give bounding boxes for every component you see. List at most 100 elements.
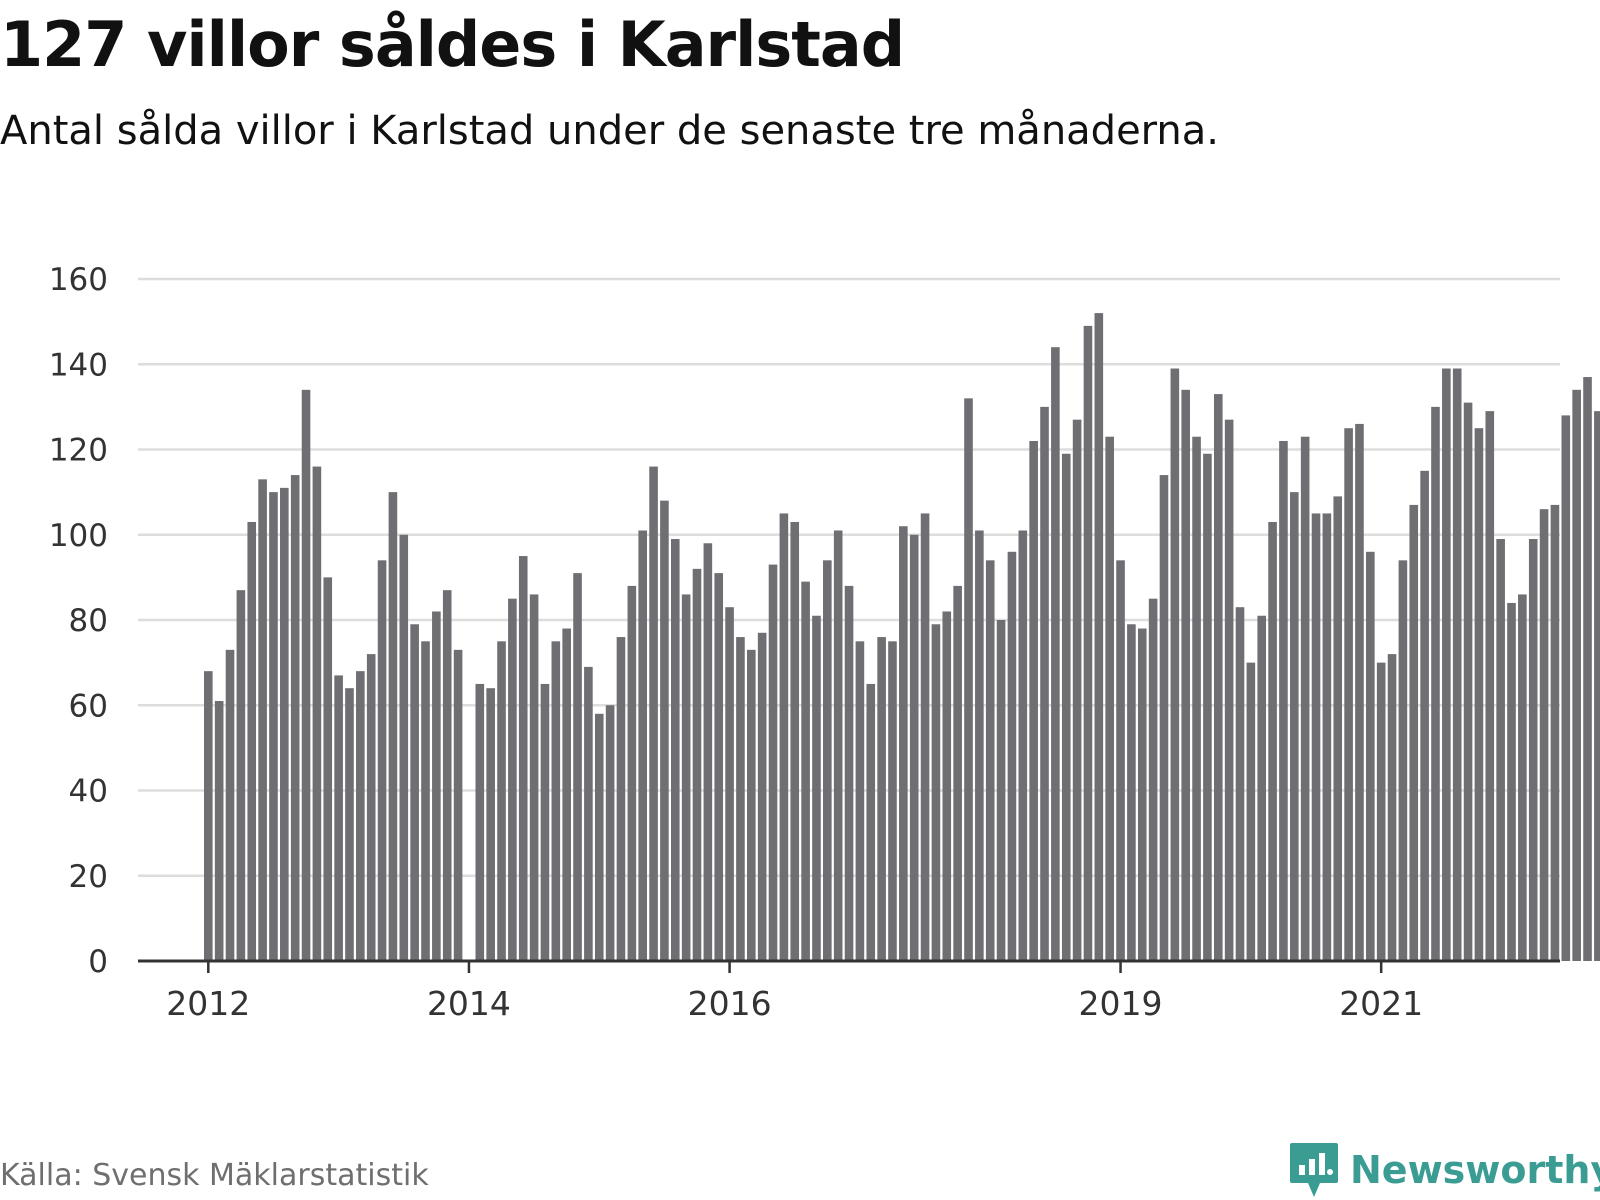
bar [594,713,604,961]
bar [410,624,419,961]
bar [312,466,322,961]
bar [1007,551,1017,961]
bar [453,649,463,961]
bar [366,654,376,961]
bar [1322,513,1332,961]
bar [1192,436,1201,961]
bar [269,492,278,961]
bar [736,637,745,961]
bar [1148,598,1158,961]
bar [280,487,289,961]
y-tick-label: 80 [69,603,108,639]
bar [1159,475,1169,961]
source-note: Källa: Svensk Mäklarstatistik [0,1158,429,1193]
y-tick-label: 100 [49,518,108,554]
bar [497,641,506,961]
bar [1507,602,1516,961]
bar [899,526,908,961]
bar [1583,377,1592,962]
y-tick-label: 20 [69,859,108,895]
bar [214,700,224,961]
y-tick-label: 0 [88,944,108,980]
bar [812,615,821,961]
bar [1029,440,1038,962]
bar [486,688,495,961]
bar [432,611,441,961]
bar [1387,654,1397,961]
bar [1463,402,1473,961]
bar [1072,419,1082,962]
bar [388,492,398,961]
bar [258,479,267,961]
bar [1061,453,1071,961]
bar [670,539,680,961]
bar [692,568,702,961]
bar [1116,560,1125,961]
bar [985,560,995,961]
bar [920,513,930,961]
bar [1257,615,1267,961]
bar [1398,560,1408,961]
bar [681,594,691,961]
bar [1333,496,1343,961]
y-tick-label: 60 [69,688,108,724]
bar [1431,406,1440,961]
bar [1224,419,1234,962]
bar [529,594,539,961]
bar [345,688,354,961]
bar [1040,406,1049,961]
y-tick-label: 40 [69,774,108,810]
bar [975,530,984,961]
bar [1083,325,1093,961]
bar [844,585,854,961]
bar [1409,504,1419,961]
bar [725,607,734,961]
bar [888,641,897,961]
bar [877,637,886,961]
bar [1311,513,1321,961]
bar [768,564,778,961]
bar [1170,368,1180,961]
bar [964,398,973,962]
bars [204,313,1600,962]
bar [627,585,637,961]
bar [649,466,658,961]
x-tick-label: 2016 [688,984,772,1023]
bar [833,530,843,961]
x-axis: 201220142016201920212023 [138,959,1600,1023]
y-tick-label: 160 [49,262,108,298]
bar [551,641,561,961]
bar [1181,389,1190,961]
bar [247,521,257,961]
bar [1518,594,1527,961]
x-tick-label: 2019 [1079,984,1163,1023]
bar [1051,347,1060,961]
bar [1594,411,1600,961]
bar [605,705,615,961]
x-tick-label: 2021 [1339,984,1423,1023]
bar [290,475,300,961]
bar [1105,436,1114,961]
bar [399,534,409,961]
bar [301,389,311,961]
bar [421,641,430,961]
bar [638,530,647,961]
bar [1485,411,1495,961]
bar [204,671,213,961]
bar [1572,389,1581,961]
bar [573,573,582,961]
bar [1474,428,1484,961]
bar [855,641,865,961]
bar [1344,428,1353,961]
bar [1452,368,1462,961]
newsworthy-logo-icon [1290,1143,1338,1197]
bar [757,632,767,961]
bar [1528,539,1538,961]
bar [790,521,800,961]
bar [323,577,333,961]
bar [1300,436,1310,961]
bar [377,560,387,961]
x-tick-label: 2014 [427,984,511,1023]
bar [1235,607,1245,961]
bar [518,556,528,961]
